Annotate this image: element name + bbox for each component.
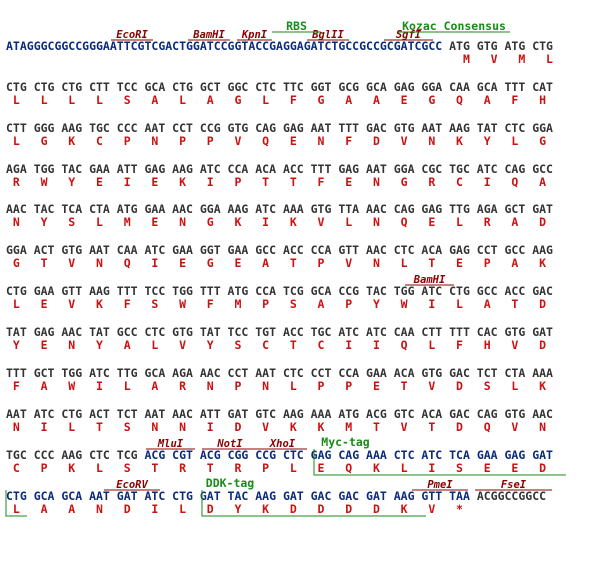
amino-acid-line: G T V N Q I E G E A T P V N L T E P A K xyxy=(6,256,546,270)
restriction-site-label: MluI xyxy=(157,438,184,450)
dna-segment: CTG GAA GTT AAG TTT TCC TGG TTT ATG CCA … xyxy=(6,284,553,298)
restriction-site-label: EcoRI xyxy=(116,29,148,41)
dna-sequence-line: CTG CTG CTG CTT TCC GCA CTG GCT GGC CTC … xyxy=(6,80,553,94)
dna-sequence-line: TTT GCT TGG ATC TTG GCA AGA AAC CCT AAT … xyxy=(6,366,553,380)
feature-label: DDK-tag xyxy=(206,476,255,490)
feature-label: Myc-tag xyxy=(321,435,370,449)
dna-segment: AAC TAC TCA CTA ATG GAA AAC GGA AAG ATC … xyxy=(6,202,553,216)
dna-segment: CTG GCA GCA AAT GAT ATC CTG GAT TAC AAG … xyxy=(6,489,477,503)
amino-acid-line: C P K L S T R T R P L E Q K L I S E E D xyxy=(6,461,546,475)
dna-sequence-line: AAT ATC CTG ACT TCT AAT AAC ATT GAT GTC … xyxy=(6,407,553,421)
dna-segment: CTT GGG AAG TGC CCC AAT CCT CCG GTG CAG … xyxy=(6,121,553,135)
dna-segment: ACGGCCGGCC xyxy=(477,489,546,503)
dna-segment: ACG CGT ACG CGG CCG CTC GAG CAG AAA CTC … xyxy=(144,448,553,462)
feature-label: RBS xyxy=(286,19,307,33)
dna-sequence-line: AAC TAC TCA CTA ATG GAA AAC GGA AAG ATC … xyxy=(6,202,553,216)
restriction-site-label: EcoRV xyxy=(116,479,148,491)
amino-acid-line: L A A N D I L D Y K D D D D K V * xyxy=(6,502,463,516)
amino-acid-line: Y E N Y A L V Y S C T C I I Q L F H V D xyxy=(6,338,546,352)
restriction-site-label: KpnI xyxy=(241,29,268,41)
amino-acid-line: N I L T S N N I D V K K M T V T D Q V N xyxy=(6,420,546,434)
amino-acid-line: M V M L xyxy=(6,52,553,66)
dna-segment: TTT GCT TGG ATC TTG GCA AGA AAC CCT AAT … xyxy=(6,366,553,380)
dna-segment: TAT GAG AAC TAT GCC CTC GTG TAT TCC TGT … xyxy=(6,325,553,339)
tag-underline xyxy=(313,449,566,476)
amino-acid-line: L L L L S A L A G L F G A A E G Q A F H xyxy=(6,93,546,107)
restriction-site-label: NotI xyxy=(216,438,243,450)
dna-segment: ATG GTG ATG CTG xyxy=(442,39,553,53)
dna-segment: GGA ACT GTG AAT CAA ATC GAA GGT GAA GCC … xyxy=(6,243,553,257)
dna-segment: ATAGGGCGGCCGGGAATTCGTCGACTGGATCCGGTACCGA… xyxy=(6,39,442,53)
dna-segment: AGA TGG TAC GAA ATT GAG AAG ATC CCA ACA … xyxy=(6,162,553,176)
amino-acid-line: L G K C P N P P V Q E N F D V N K Y L G xyxy=(6,134,546,148)
dna-sequence-line: CTG GCA GCA AAT GAT ATC CTG GAT TAC AAG … xyxy=(6,489,546,503)
tag-underline xyxy=(201,490,426,517)
dna-segment: TGC CCC AAG CTC TCG xyxy=(6,448,144,462)
dna-segment: AAT ATC CTG ACT TCT AAT AAC ATT GAT GTC … xyxy=(6,407,553,421)
restriction-site-label: XhoI xyxy=(269,438,296,450)
tag-underline xyxy=(5,490,27,517)
restriction-site-label: BamHI xyxy=(192,29,225,41)
feature-label: Kozac Consensus xyxy=(402,19,506,33)
restriction-site-label: BamHI xyxy=(413,274,446,286)
dna-sequence-line: ATAGGGCGGCCGGGAATTCGTCGACTGGATCCGGTACCGA… xyxy=(6,39,553,53)
restriction-site-label: PmeI xyxy=(427,479,453,491)
amino-acid-line: L E V K F S W F M P S A P Y W I L A T D xyxy=(6,297,546,311)
amino-acid-line: F A W I L A R N P N L P P E T V D S L K xyxy=(6,379,546,393)
amino-acid-line: R W Y E I E K I P T T F E N G R C I Q A xyxy=(6,175,546,189)
dna-sequence-line: AGA TGG TAC GAA ATT GAG AAG ATC CCA ACA … xyxy=(6,162,553,176)
dna-sequence-line: TGC CCC AAG CTC TCG ACG CGT ACG CGG CCG … xyxy=(6,448,553,462)
restriction-site-label: FseI xyxy=(501,479,527,491)
dna-sequence-line: CTG GAA GTT AAG TTT TCC TGG TTT ATG CCA … xyxy=(6,284,553,298)
dna-sequence-line: GGA ACT GTG AAT CAA ATC GAA GGT GAA GCC … xyxy=(6,243,553,257)
dna-sequence-line: TAT GAG AAC TAT GCC CTC GTG TAT TCC TGT … xyxy=(6,325,553,339)
restriction-site-label: BglII xyxy=(311,29,344,41)
dna-segment: CTG CTG CTG CTT TCC GCA CTG GCT GGC CTC … xyxy=(6,80,553,94)
dna-sequence-line: CTT GGG AAG TGC CCC AAT CCT CCG GTG CAG … xyxy=(6,121,553,135)
amino-acid-line: N Y S L M E N G K I K V L N Q E L R A D xyxy=(6,215,546,229)
